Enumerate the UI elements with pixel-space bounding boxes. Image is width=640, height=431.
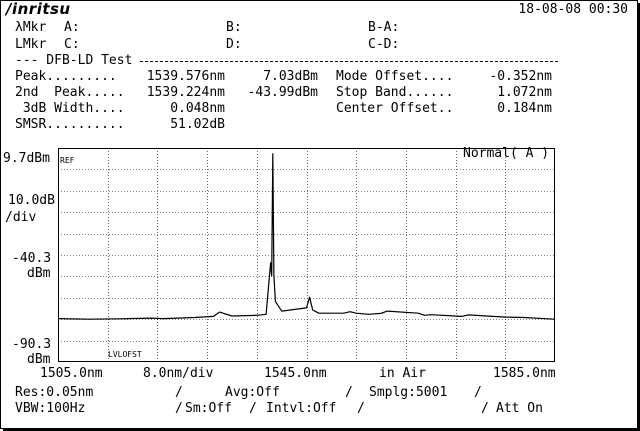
wavelength-marker-label: λMkr [15,20,47,35]
marker-b-minus-a: B-A: [368,20,400,35]
trace-group [58,153,555,320]
smsr-value: 51.02dB [170,117,225,132]
stop-band-value: 1.072nm [497,85,552,100]
datetime: 18-08-08 00:30 [518,2,628,17]
vbw-setting: VBW:100Hz [15,401,86,416]
x-span: 8.0nm/div [143,366,214,381]
medium-label: in Air [379,366,426,381]
spectrum-plot [58,148,555,362]
y-scale-unit: /div [5,210,37,225]
y-top-value: 9.7dBm [3,151,50,166]
separator: / [345,385,353,400]
x-start: 1505.0nm [40,366,103,381]
ref-label: REF [60,156,75,165]
spectrum-svg [58,148,555,362]
average-setting: Avg:Off [225,385,280,400]
center-offset-value: 0.184nm [497,101,552,116]
grid [58,148,555,362]
sampling-setting: Smplg:5001 [369,385,448,400]
second-peak-level: -43.99dBm [247,85,318,100]
separator: / [175,401,183,416]
marker-c-minus-d: C-D: [368,37,400,52]
separator: / [474,385,482,400]
resolution-setting: Res:0.05nm [15,385,94,400]
marker-d: D: [226,37,242,52]
separator: / [175,385,183,400]
marker-a: A: [64,20,80,35]
attenuator-setting: Att On [496,401,543,416]
marker-c: C: [64,37,80,52]
peak-wavelength: 1539.576nm [146,69,225,84]
title-rule [140,61,558,63]
spectrum-trace-line [58,153,555,320]
trace-mode-label: Normal( A ) [463,146,550,161]
y-mid-unit: dBm [27,266,51,281]
marker-b: B: [226,20,242,35]
anritsu-logo: /inritsu [6,0,71,18]
smoothing-setting: Sm:Off [185,401,232,416]
3db-width-label: 3dB Width.... [15,101,125,116]
x-stop: 1585.0nm [493,366,556,381]
level-offset-label: LVLOFST [108,350,142,359]
second-peak-wavelength: 1539.224nm [146,85,225,100]
y-scale-value: 10.0dB [8,193,55,208]
peak-level: 7.03dBm [263,69,318,84]
peak-label: Peak......... [15,69,117,84]
stop-band-label: Stop Band...... [336,85,454,100]
y-mid-value: -40.3 [12,251,52,266]
smsr-label: SMSR.......... [15,117,125,132]
level-marker-label: LMkr [15,37,47,52]
mode-offset-label: Mode Offset.... [336,69,454,84]
y-bottom-value: -90.3 [12,337,52,352]
3db-width-value: 0.048nm [170,101,225,116]
separator: / [249,401,257,416]
plot-border [58,148,555,362]
second-peak-label: 2nd Peak..... [15,85,125,100]
center-offset-label: Center Offset.. [336,101,454,116]
test-title: --- DFB-LD Test [15,53,141,68]
separator: / [481,401,489,416]
y-bottom-unit: dBm [27,352,51,367]
separator: / [357,401,365,416]
x-center: 1545.0nm [264,366,327,381]
interval-setting: Intvl:Off [266,401,337,416]
mode-offset-value: -0.352nm [489,69,552,84]
